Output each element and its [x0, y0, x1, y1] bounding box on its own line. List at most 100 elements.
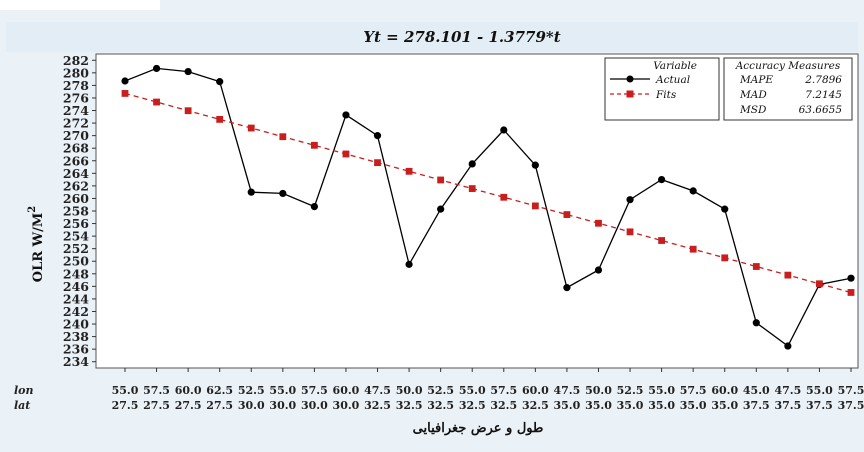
x-tick-label-lon: 47.5	[774, 384, 801, 397]
data-point-actual	[847, 274, 855, 282]
data-point-fits	[658, 237, 666, 244]
x-tick-label-lat: 27.5	[143, 399, 170, 412]
x-tick-label-lat: 35.0	[617, 399, 644, 412]
data-point-actual	[121, 77, 129, 85]
data-point-fits	[153, 98, 160, 106]
data-point-actual	[342, 111, 350, 119]
y-axis-ticks: 2342362382402422442462482502522542562582…	[63, 53, 96, 369]
x-tick-label-lat: 32.5	[427, 399, 454, 412]
y-tick-label: 268	[63, 141, 89, 156]
series-markers	[121, 64, 855, 350]
x-tick-label-lon: 55.0	[459, 384, 486, 397]
data-point-actual	[184, 67, 192, 76]
x-row-label-lat: lat	[14, 399, 30, 412]
data-point-fits	[500, 193, 508, 201]
legend-actual-marker	[626, 75, 634, 83]
x-tick-label-lon: 45.0	[743, 384, 770, 397]
y-tick-label: 266	[63, 153, 89, 168]
legend-fits-label: Fits	[655, 89, 677, 101]
data-point-fits	[121, 90, 129, 97]
data-point-fits	[626, 228, 634, 236]
legend-fits-marker	[626, 90, 634, 98]
y-tick-label: 250	[63, 254, 89, 269]
x-tick-label-lon: 47.5	[364, 384, 391, 397]
accuracy-box	[723, 57, 853, 121]
x-tick-label-lat: 35.0	[711, 399, 738, 412]
data-point-actual	[594, 266, 603, 274]
x-tick-label-lon: 50.0	[585, 384, 612, 397]
x-tick-label-lon: 47.5	[554, 384, 581, 397]
series-line-actual	[124, 67, 852, 347]
data-point-fits	[405, 167, 413, 175]
data-point-fits	[184, 107, 192, 115]
data-point-fits	[721, 254, 729, 262]
data-point-fits	[279, 133, 287, 141]
x-tick-label-lon: 57.5	[490, 384, 517, 397]
x-tick-label-lon: 52.5	[238, 384, 265, 397]
x-tick-label-lat: 35.0	[680, 399, 707, 412]
x-tick-label-lon: 60.0	[175, 384, 202, 397]
data-point-fits	[374, 159, 381, 167]
legend-title: Variable	[653, 60, 697, 72]
data-point-fits	[437, 176, 445, 184]
y-tick-label: 260	[63, 191, 89, 206]
x-tick-label-lon: 57.5	[143, 384, 170, 397]
y-tick-label: 244	[63, 291, 89, 306]
x-tick-label-lat: 37.5	[743, 399, 770, 412]
legend-box	[604, 57, 720, 121]
y-tick-label: 262	[63, 178, 89, 193]
data-point-actual	[216, 78, 224, 86]
x-tick-label-lon: 55.0	[648, 384, 675, 397]
accuracy-msd-label: MSD	[739, 104, 767, 116]
data-point-actual	[247, 188, 255, 196]
data-point-actual	[784, 342, 792, 350]
x-tick-label-lat: 32.5	[364, 399, 391, 412]
data-point-actual	[658, 176, 666, 184]
legend: Variable Actual Fits	[604, 57, 720, 121]
data-point-fits	[310, 141, 318, 149]
x-tick-label-lat: 37.5	[838, 399, 864, 412]
data-point-actual	[373, 132, 382, 140]
y-tick-label: 234	[63, 354, 89, 369]
x-row-label-lon: lon	[14, 384, 34, 397]
y-tick-label: 240	[63, 317, 89, 332]
y-tick-label: 276	[63, 90, 89, 105]
x-tick-label-lat: 30.0	[333, 399, 360, 412]
accuracy-mape-value: 2.7896	[804, 74, 842, 86]
data-point-actual	[468, 160, 476, 168]
y-tick-label: 246	[63, 279, 89, 294]
series-lines	[124, 67, 852, 347]
x-tick-label-lon: 55.0	[806, 384, 833, 397]
data-point-fits	[531, 202, 539, 210]
data-point-fits	[563, 211, 571, 218]
x-tick-label-lat: 37.5	[806, 399, 833, 412]
y-tick-label: 274	[63, 103, 89, 118]
x-tick-label-lon: 60.0	[711, 384, 738, 397]
top-notch	[0, 0, 160, 10]
x-tick-label-lon: 52.5	[617, 384, 644, 397]
data-point-actual	[310, 203, 318, 211]
data-point-fits	[816, 280, 823, 288]
accuracy-msd-value: 63.6655	[799, 104, 843, 116]
data-point-actual	[563, 284, 571, 292]
y-tick-label: 238	[63, 329, 89, 344]
accuracy-mad-label: MAD	[739, 89, 767, 101]
y-tick-label: 252	[63, 241, 89, 256]
data-point-actual	[626, 196, 634, 204]
data-point-fits	[247, 124, 255, 132]
data-point-fits	[468, 185, 476, 192]
x-tick-label-lat: 30.0	[238, 399, 265, 412]
data-point-actual	[405, 260, 413, 268]
x-tick-label-lon: 60.0	[333, 384, 360, 397]
accuracy-mape-label: MAPE	[739, 74, 773, 86]
data-point-fits	[784, 271, 792, 279]
chart-title: Yt = 278.101 - 1.3779*t	[363, 28, 560, 46]
y-tick-label: 254	[63, 229, 89, 244]
legend-actual-label: Actual	[655, 74, 690, 86]
accuracy-title: Accuracy Measures	[735, 60, 841, 72]
data-point-actual	[689, 187, 697, 195]
x-axis-ticks: 55.0 27.5 57.5 27.5 60.0 27.5 62.5 27.5 52.5 30.0…	[112, 368, 864, 412]
x-tick-label-lon: 57.5	[838, 384, 864, 397]
y-tick-label: 258	[63, 204, 89, 219]
x-tick-label-lat: 35.0	[554, 399, 581, 412]
